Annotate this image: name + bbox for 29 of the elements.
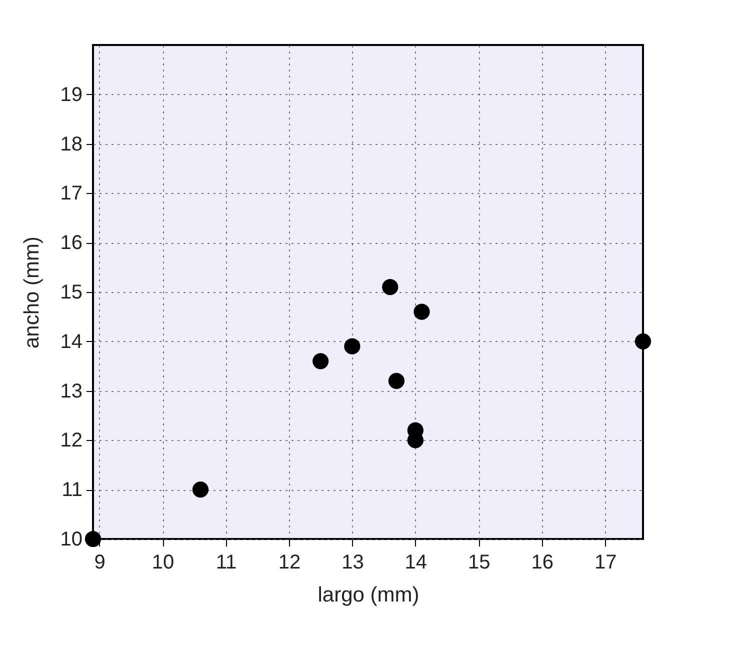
point: [382, 279, 398, 296]
point: [388, 372, 405, 389]
x-tick-label: 16: [531, 552, 554, 574]
y-tick-label: 18: [60, 133, 82, 156]
y-tick-label: 19: [60, 84, 82, 106]
y-tick-label: 12: [60, 430, 82, 452]
y-tick-label: 14: [60, 330, 82, 353]
y-axis-title: ancho (mm): [20, 236, 44, 349]
y-tick-label: 13: [60, 380, 82, 402]
x-tick-label: 17: [594, 552, 617, 574]
x-axis-title: largo (mm): [318, 584, 420, 606]
x-tick-label: 15: [468, 552, 490, 574]
y-tick-label: 17: [60, 182, 82, 205]
x-tick-label: 11: [216, 552, 237, 574]
point: [192, 482, 209, 498]
y-tick-label: 11: [62, 479, 82, 502]
point: [344, 338, 360, 354]
x-tick-label: 10: [152, 552, 174, 574]
point: [84, 530, 102, 548]
x-tick-label: 13: [342, 552, 364, 574]
y-tick-label: 16: [60, 232, 82, 254]
point: [414, 304, 430, 320]
point: [312, 353, 329, 370]
point: [634, 333, 652, 350]
x-tick-label: 9: [94, 552, 106, 574]
y-tick-label: 15: [60, 282, 82, 304]
x-tick-label: 12: [278, 552, 301, 574]
x-tick-label: 14: [404, 552, 428, 574]
y-tick-label: 10: [60, 528, 82, 550]
